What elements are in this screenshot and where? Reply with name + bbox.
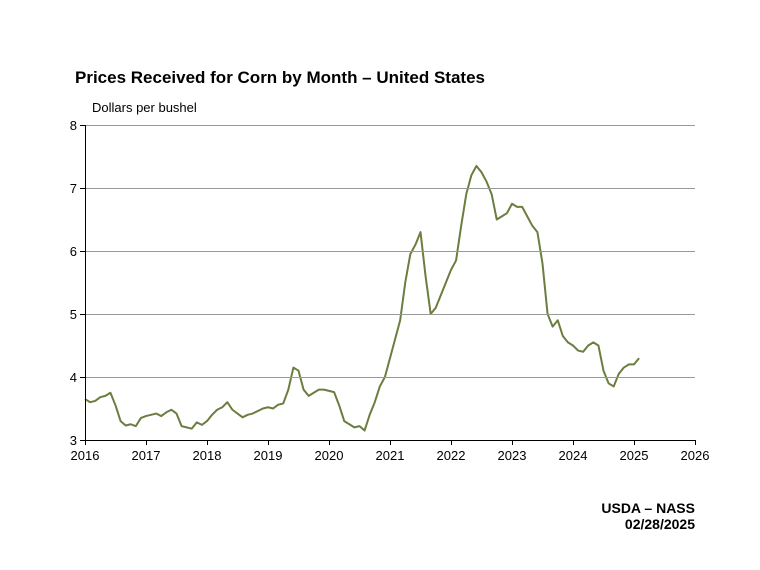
y-tick-label: 6 [57,244,77,259]
x-tick-label: 2023 [492,448,532,463]
y-tick-label: 3 [57,433,77,448]
x-tick-label: 2020 [309,448,349,463]
x-tick-label: 2019 [248,448,288,463]
gridline [85,314,695,315]
x-tick-label: 2016 [65,448,105,463]
source-attribution: USDA – NASS 02/28/2025 [601,500,695,532]
line-series [85,125,695,440]
gridline [85,188,695,189]
x-tick-label: 2018 [187,448,227,463]
price-line [85,166,639,431]
chart-container: { "title": "Prices Received for Corn by … [0,0,760,570]
x-tick-label: 2021 [370,448,410,463]
x-tick-label: 2025 [614,448,654,463]
x-tick-mark [695,440,696,445]
x-tick-label: 2017 [126,448,166,463]
gridline [85,377,695,378]
y-tick-label: 8 [57,118,77,133]
y-tick-label: 4 [57,370,77,385]
source-org: USDA – NASS [601,500,695,516]
y-axis-label: Dollars per bushel [92,100,197,115]
y-axis [85,125,86,440]
x-tick-label: 2026 [675,448,715,463]
y-tick-label: 5 [57,307,77,322]
gridline [85,125,695,126]
source-date: 02/28/2025 [601,516,695,532]
x-tick-label: 2022 [431,448,471,463]
y-tick-label: 7 [57,181,77,196]
plot-area [85,125,695,440]
x-tick-label: 2024 [553,448,593,463]
gridline [85,251,695,252]
x-axis [85,440,695,441]
chart-title: Prices Received for Corn by Month – Unit… [75,68,485,88]
